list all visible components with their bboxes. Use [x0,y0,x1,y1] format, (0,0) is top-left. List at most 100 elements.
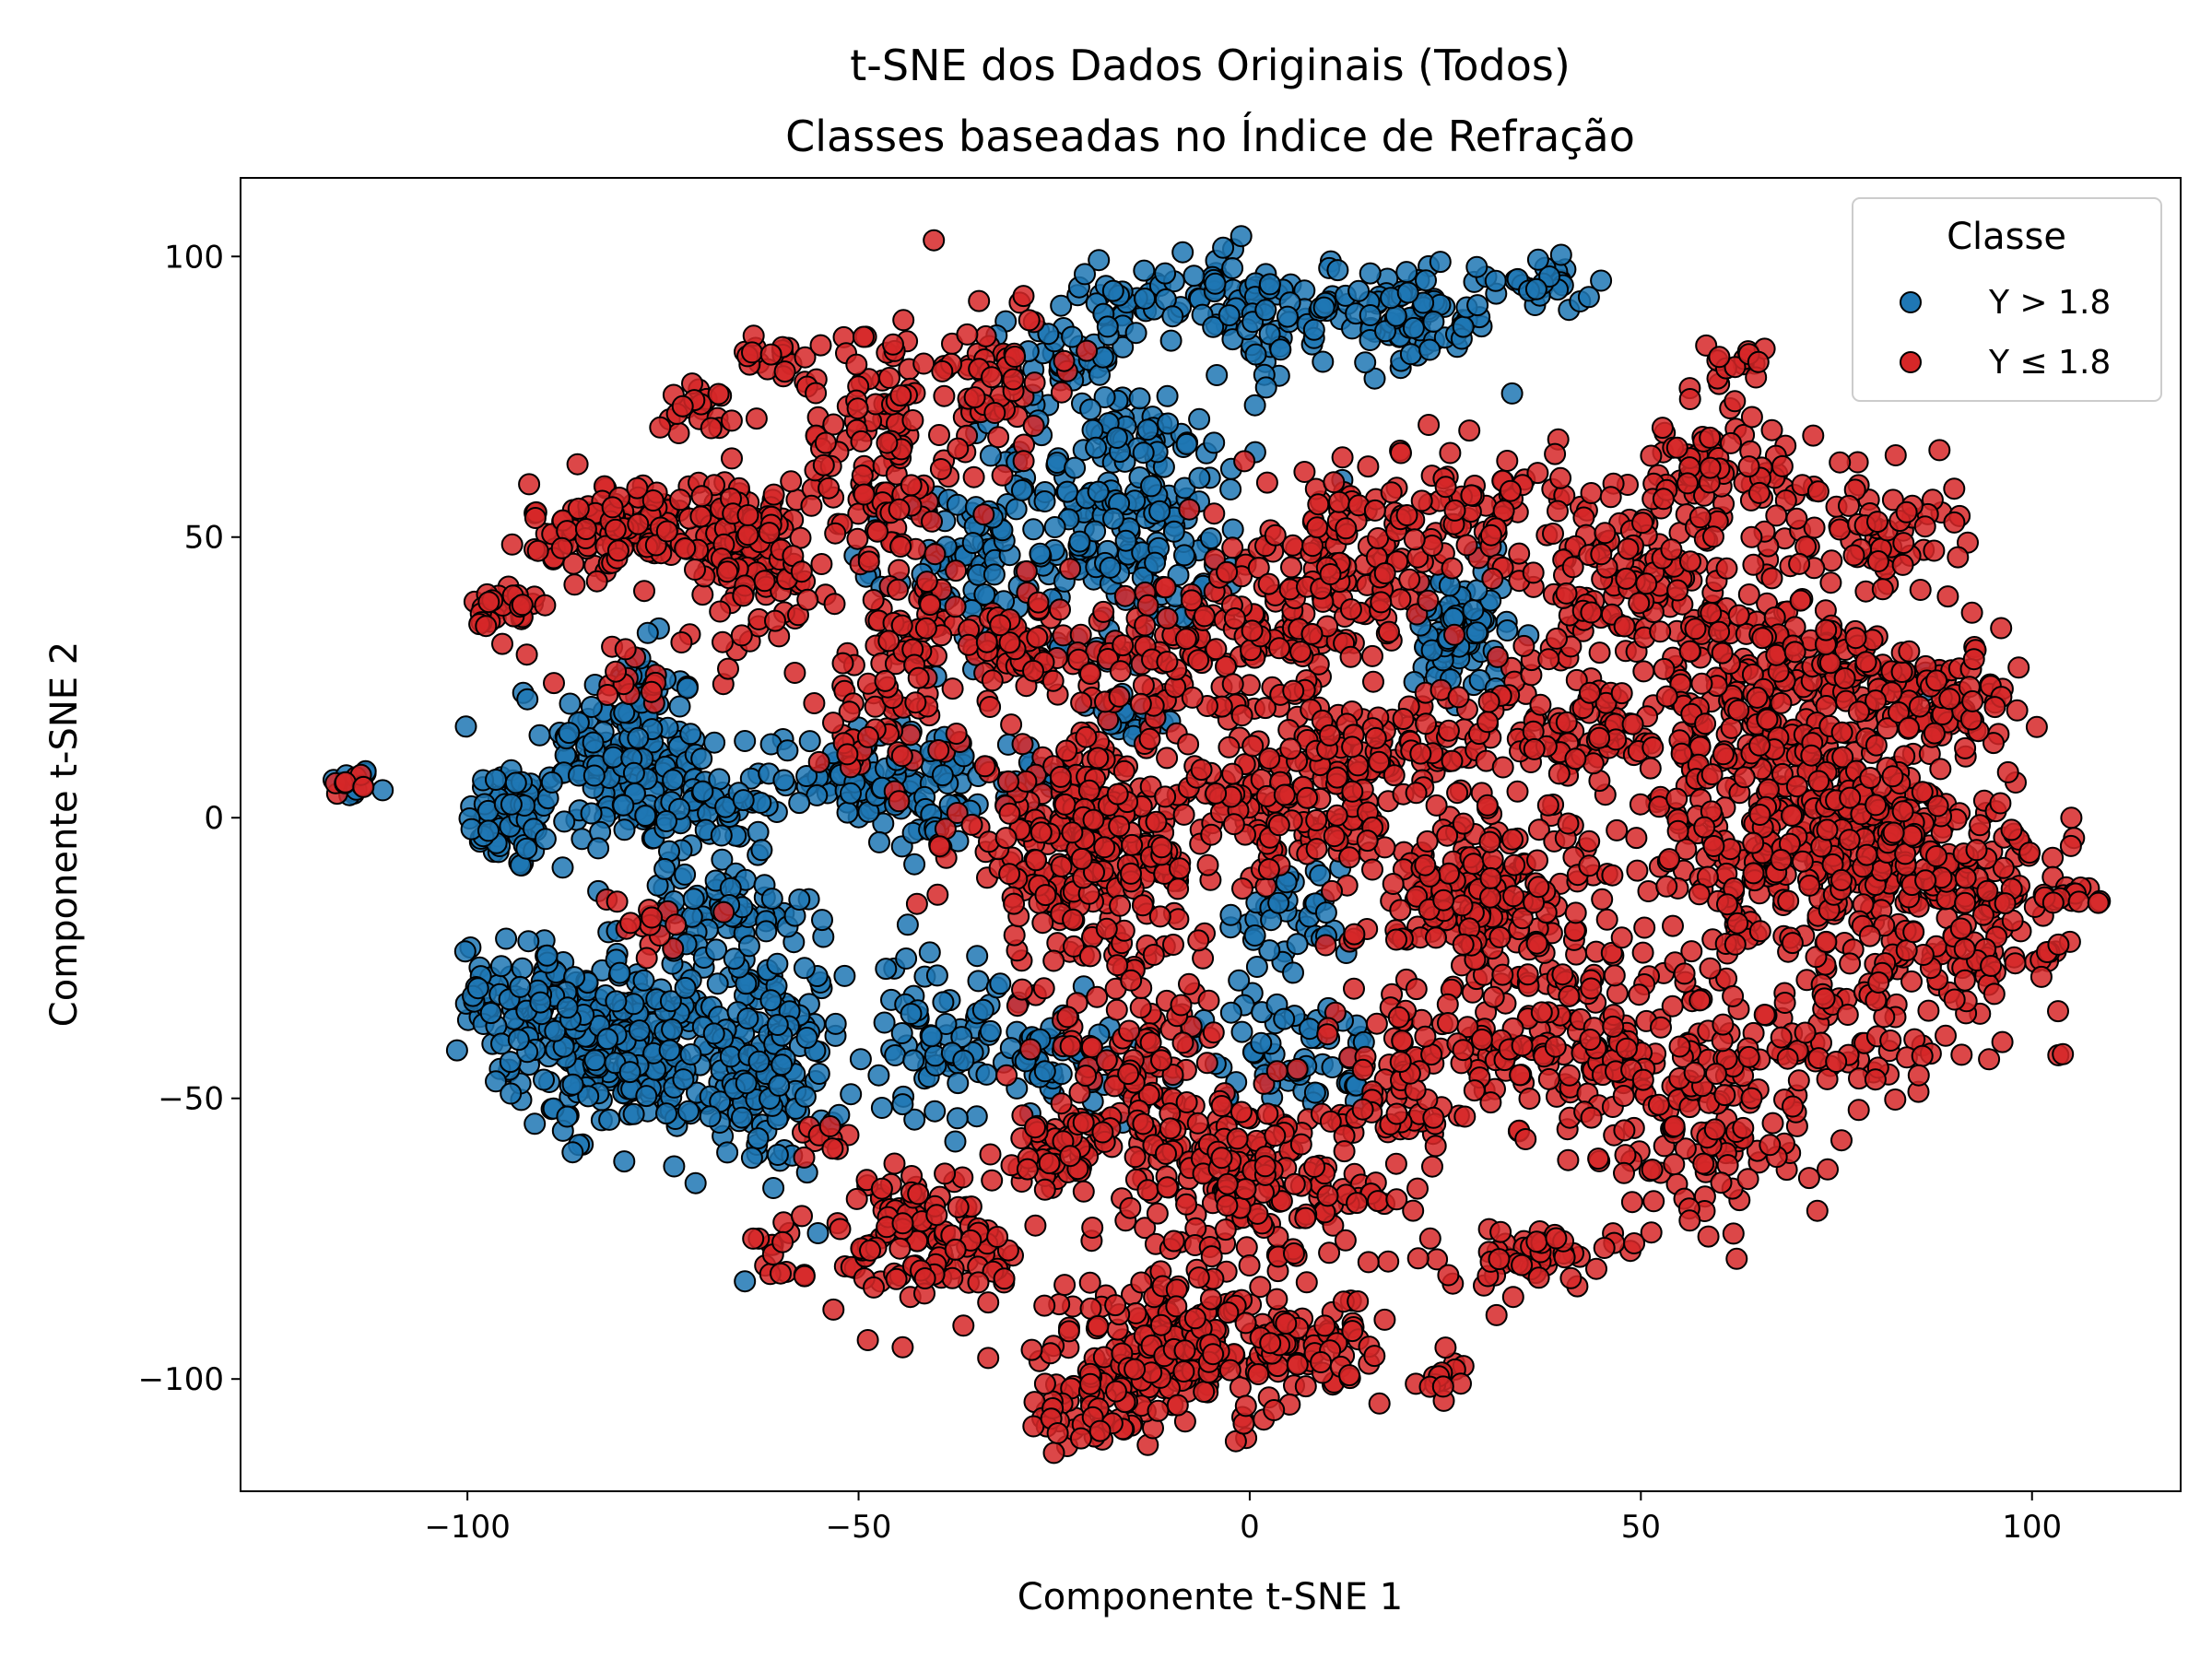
point-y-le-1.8 [998,863,1021,886]
point-y-le-1.8 [1455,534,1478,557]
point-y-le-1.8 [1690,672,1713,695]
point-y-le-1.8 [1980,955,2003,977]
point-y-le-1.8 [1053,793,1077,816]
point-y-gt-1.8 [477,819,500,842]
point-y-le-1.8 [1264,524,1287,547]
point-y-le-1.8 [933,384,956,407]
point-y-gt-1.8 [679,1043,702,1065]
point-y-le-1.8 [945,723,968,745]
point-y-gt-1.8 [1128,387,1151,410]
point-y-le-1.8 [1050,381,1073,404]
point-y-le-1.8 [1699,957,1722,980]
point-y-le-1.8 [1665,787,1688,810]
point-y-le-1.8 [1027,591,1050,614]
point-y-le-1.8 [1628,592,1651,615]
point-y-le-1.8 [1026,626,1049,649]
point-y-le-1.8 [1615,567,1638,590]
point-y-gt-1.8 [658,1039,681,1062]
point-y-le-1.8 [1838,494,1860,517]
point-y-le-1.8 [1830,721,1853,744]
point-y-gt-1.8 [946,493,969,516]
point-y-le-1.8 [1361,644,1383,667]
point-y-le-1.8 [1815,618,1838,641]
point-y-le-1.8 [1603,964,1626,987]
point-y-gt-1.8 [1203,431,1226,454]
point-y-gt-1.8 [1312,296,1335,319]
point-y-gt-1.8 [500,793,523,816]
point-y-le-1.8 [1405,978,1428,1001]
point-y-le-1.8 [1362,670,1384,693]
point-y-le-1.8 [626,477,649,500]
point-y-le-1.8 [1177,733,1200,756]
point-y-gt-1.8 [485,769,507,791]
point-y-gt-1.8 [509,975,532,998]
point-y-le-1.8 [963,386,986,409]
point-y-le-1.8 [1740,525,1763,548]
point-y-gt-1.8 [1399,343,1422,366]
point-y-le-1.8 [1677,472,1699,495]
point-y-le-1.8 [1578,681,1601,704]
point-y-le-1.8 [1416,830,1439,853]
point-y-gt-1.8 [1429,251,1452,274]
point-y-le-1.8 [700,417,723,440]
point-y-le-1.8 [1708,620,1731,643]
point-y-le-1.8 [1042,949,1065,972]
point-y-le-1.8 [1680,940,1703,963]
point-y-gt-1.8 [766,952,789,975]
point-y-le-1.8 [1205,782,1228,805]
point-y-le-1.8 [1167,908,1190,931]
point-y-le-1.8 [1301,535,1324,558]
point-y-le-1.8 [1437,719,1460,742]
point-y-gt-1.8 [806,1222,830,1244]
point-y-le-1.8 [1257,858,1280,881]
point-y-gt-1.8 [1359,304,1382,326]
point-y-le-1.8 [1314,934,1337,957]
point-y-le-1.8 [1785,507,1808,530]
point-y-le-1.8 [890,745,913,768]
point-y-le-1.8 [1649,620,1672,643]
point-y-gt-1.8 [1228,969,1251,992]
point-y-gt-1.8 [608,961,631,984]
point-y-le-1.8 [1817,1158,1839,1181]
point-y-le-1.8 [1557,1148,1580,1171]
point-y-le-1.8 [994,827,1018,850]
point-y-gt-1.8 [747,1127,770,1150]
point-y-le-1.8 [1716,893,1738,916]
point-y-le-1.8 [1819,571,1842,594]
point-y-le-1.8 [889,384,912,407]
point-y-le-1.8 [1134,614,1157,637]
point-y-gt-1.8 [1088,363,1111,386]
point-y-gt-1.8 [655,1102,677,1125]
point-y-gt-1.8 [924,1100,947,1123]
point-y-le-1.8 [2004,952,2027,975]
point-y-le-1.8 [1688,506,1712,529]
point-y-le-1.8 [1781,805,1803,827]
point-y-le-1.8 [1702,835,1725,857]
point-y-gt-1.8 [1354,351,1377,374]
point-y-le-1.8 [1095,917,1118,940]
point-y-le-1.8 [1200,823,1223,846]
point-y-gt-1.8 [1221,518,1244,541]
point-y-le-1.8 [972,503,995,526]
point-y-le-1.8 [1476,794,1499,817]
point-y-le-1.8 [1588,641,1611,665]
point-y-le-1.8 [1003,924,1026,947]
point-y-gt-1.8 [524,1112,547,1135]
point-y-le-1.8 [1748,734,1771,757]
point-y-le-1.8 [1041,669,1065,692]
point-y-gt-1.8 [1099,556,1122,579]
point-y-gt-1.8 [836,801,859,824]
point-y-le-1.8 [1509,1064,1532,1087]
point-y-le-1.8 [1525,932,1548,955]
point-y-gt-1.8 [1273,1007,1296,1030]
point-y-le-1.8 [1655,685,1678,708]
point-y-le-1.8 [1012,450,1035,473]
point-y-gt-1.8 [1206,364,1229,386]
point-y-le-1.8 [1373,562,1396,584]
point-y-gt-1.8 [944,1130,967,1153]
point-y-le-1.8 [1549,466,1572,489]
point-y-le-1.8 [1715,557,1738,580]
point-y-le-1.8 [809,334,832,357]
point-y-le-1.8 [1678,388,1701,410]
point-y-le-1.8 [1547,762,1571,785]
